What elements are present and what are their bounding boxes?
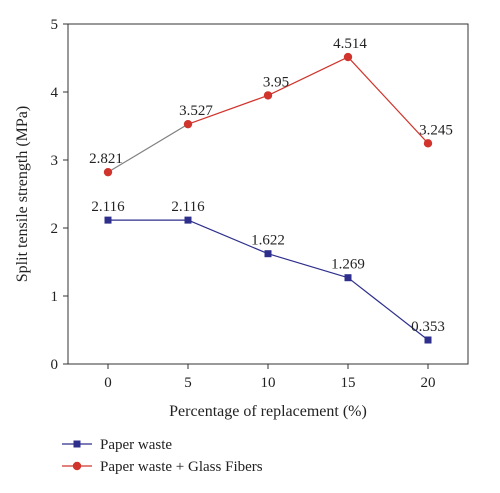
data-label: 4.514 — [333, 36, 367, 52]
series-2 — [103, 52, 433, 177]
series-line-segment — [107, 123, 189, 173]
data-point-circle — [183, 119, 193, 129]
series-layer — [103, 52, 433, 344]
legend: Paper waste Paper waste + Glass Fibers — [62, 437, 263, 475]
legend-marker-square — [73, 440, 81, 448]
y-tick-label: 0 — [51, 357, 59, 373]
legend-label: Paper waste — [100, 437, 172, 453]
data-point-circle — [103, 167, 113, 177]
y-tick-label: 2 — [51, 221, 59, 237]
data-point-circle — [343, 52, 353, 62]
series-line-segment — [347, 277, 429, 341]
data-point-square — [264, 250, 272, 258]
data-labels: 2.116 2.116 1.622 1.269 0.353 2.821 3.527 3.95 4… — [89, 36, 453, 335]
legend-label: Paper waste + Glass Fibers — [100, 459, 263, 475]
data-point-square — [344, 274, 352, 282]
data-point-circle — [263, 91, 273, 100]
data-label: 1.622 — [251, 233, 285, 249]
series-1 — [104, 216, 432, 344]
x-tick-label: 5 — [184, 375, 192, 391]
legend-marker-circle — [72, 461, 82, 471]
data-point-square — [424, 336, 432, 344]
data-label: 3.245 — [419, 122, 453, 138]
series-line-segment — [187, 219, 269, 255]
data-label: 2.116 — [171, 199, 205, 215]
legend-item: Paper waste — [62, 437, 172, 453]
data-label: 3.527 — [179, 103, 213, 119]
data-label: 2.821 — [89, 151, 123, 167]
y-tick-label: 5 — [51, 17, 59, 33]
y-tick-label: 4 — [51, 85, 59, 101]
ticks: 0 1 2 3 4 5 0 5 10 15 20 — [51, 17, 436, 391]
y-tick-label: 1 — [51, 289, 59, 305]
x-axis-label: Percentage of replacement (%) — [169, 403, 367, 420]
data-label: 1.269 — [331, 257, 365, 273]
data-point-circle — [423, 139, 433, 148]
y-tick-label: 3 — [51, 153, 59, 169]
data-label: 3.95 — [263, 74, 289, 90]
data-label: 0.353 — [411, 319, 445, 335]
data-label: 2.116 — [91, 199, 125, 215]
series-line-segment — [187, 94, 269, 125]
data-point-square — [104, 216, 112, 224]
y-axis-label: Split tensile strength (MPa) — [14, 106, 31, 282]
series-line-segment — [347, 56, 429, 144]
series-line-segment — [267, 56, 349, 96]
legend-item: Paper waste + Glass Fibers — [62, 459, 263, 475]
x-tick-label: 10 — [261, 375, 276, 391]
x-tick-label: 0 — [104, 375, 112, 391]
x-tick-label: 20 — [421, 375, 436, 391]
series-line-segment — [267, 253, 349, 279]
data-point-square — [184, 216, 192, 224]
x-tick-label: 15 — [341, 375, 356, 391]
